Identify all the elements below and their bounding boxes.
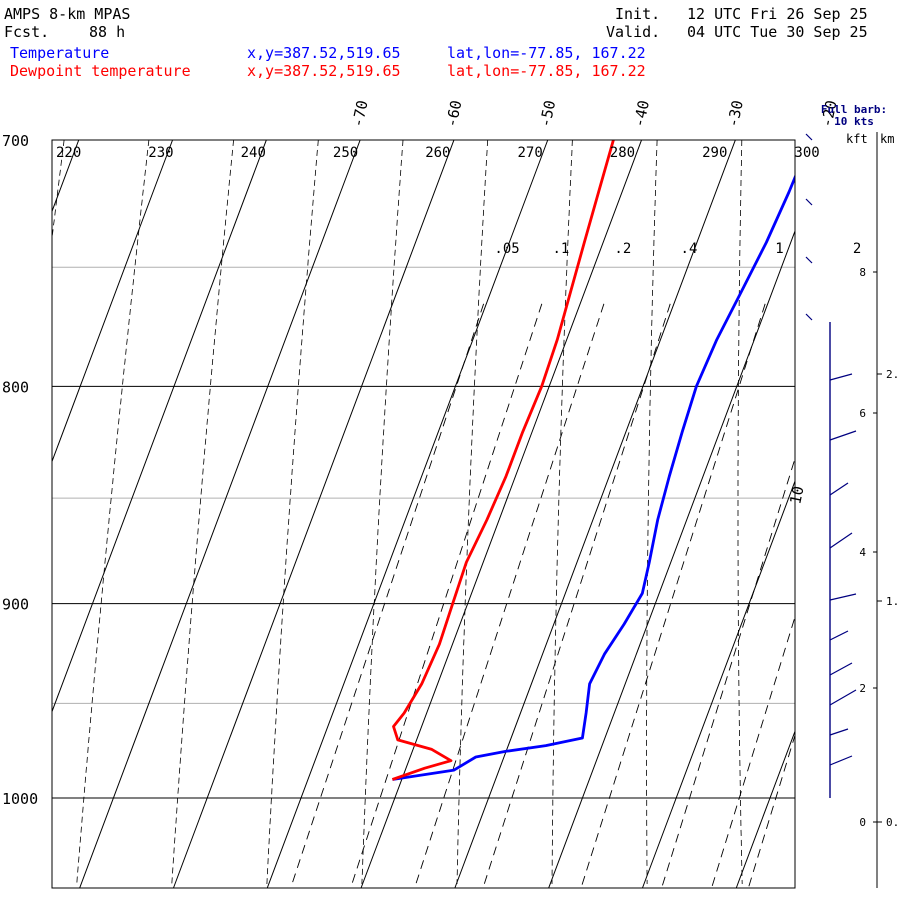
height-tick-km: 0. (886, 816, 899, 829)
isotherm (79, 140, 361, 888)
dry-adiabat (361, 140, 404, 885)
height-tick-kft: 8 (859, 266, 866, 279)
wind-barb (805, 313, 813, 321)
plot-frame (51, 139, 796, 889)
isotherm-label: -50 (536, 99, 559, 129)
mixing-ratio-line (350, 303, 543, 888)
dry-adiabat-label: 260 (425, 145, 450, 161)
dry-adiabat (551, 140, 573, 885)
forecast-hour-value: 88 h (89, 23, 126, 41)
dry-adiabat (646, 140, 658, 884)
dry-adiabat (456, 140, 489, 885)
height-tick-kft: 4 (859, 546, 866, 559)
wind-barb (829, 532, 853, 549)
isotherm (548, 229, 795, 888)
dry-adiabat (266, 140, 319, 885)
legend-temperature-xy: x,y=387.52,519.65 (247, 44, 401, 62)
wind-barb (829, 728, 849, 736)
mixing-ratio-line (661, 457, 795, 888)
forecast-hour-label: Fcst. (4, 23, 50, 41)
height-tick-kft: 0 (859, 816, 866, 829)
isotherm (52, 140, 267, 714)
wind-barb (829, 593, 857, 601)
isotherm (266, 140, 549, 888)
valid-value: 04 UTC Tue 30 Sep 25 (687, 23, 868, 41)
wind-barb (829, 373, 853, 381)
dry-adiabat-label: 270 (518, 145, 543, 161)
isotherm (360, 140, 643, 888)
height-tick-kft: 6 (859, 407, 866, 420)
wind-barb (829, 662, 853, 676)
isotherm-label: -30 (724, 99, 747, 129)
dry-adiabat (171, 140, 234, 885)
dry-adiabat-label: 290 (702, 145, 727, 161)
height-axis-kft-label: kft (846, 132, 868, 146)
wind-barb (829, 689, 857, 706)
dry-adiabat (76, 140, 150, 885)
wind-barb (805, 256, 813, 264)
barb-legend-value: 10 kts (834, 115, 874, 128)
init-value: 12 UTC Fri 26 Sep 25 (687, 5, 868, 23)
isotherm (830, 140, 900, 888)
pressure-tick-label: 900 (2, 596, 29, 614)
barb-legend-title: Full barb: (821, 103, 887, 116)
temperature-profile (392, 173, 795, 781)
isotherm-label: -40 (630, 99, 653, 129)
height-tick-km: 1. (886, 595, 899, 608)
legend-dewpoint-latlon: lat,lon=-77.85, 167.22 (447, 62, 646, 80)
wind-barb (829, 482, 849, 496)
dewpoint-profile (391, 140, 615, 781)
init-label: Init. (615, 5, 661, 23)
isotherm-label: 10 (786, 484, 807, 505)
height-tick-kft: 2 (859, 682, 866, 695)
wind-barb (829, 755, 853, 766)
isotherm (454, 140, 736, 888)
isotherm (52, 140, 174, 463)
wind-barb (829, 630, 849, 641)
dry-adiabat-label: 220 (56, 145, 81, 161)
dry-adiabat-label: 300 (794, 145, 819, 161)
wind-barb (805, 198, 813, 206)
mixing-ratio-label: .2 (614, 241, 631, 257)
height-tick-km: 2. (886, 368, 899, 381)
dry-adiabat (52, 140, 65, 242)
isotherm-label: -70 (348, 99, 371, 129)
dry-adiabat (826, 140, 837, 884)
legend-temperature-label: Temperature (10, 44, 110, 62)
mixing-ratio-label: 2 (853, 241, 861, 257)
model-title: AMPS 8-km MPAS (4, 5, 131, 23)
pressure-tick-label: 700 (2, 132, 29, 150)
valid-label: Valid. (606, 23, 661, 41)
isotherm-label: -20 (817, 99, 840, 129)
legend-dewpoint-label: Dewpoint temperature (10, 62, 191, 80)
wind-barb (805, 133, 813, 141)
mixing-ratio-label: .1 (552, 241, 569, 257)
height-axis-km-label: km (880, 132, 894, 146)
pressure-tick-label: 800 (2, 378, 29, 396)
mixing-ratio-label: 1 (775, 241, 783, 257)
isotherm (172, 140, 455, 888)
mixing-ratio-line (414, 303, 605, 888)
mixing-ratio-label: .05 (494, 241, 519, 257)
mixing-ratio-line (580, 303, 766, 888)
isotherm (641, 479, 795, 888)
isotherm (735, 729, 795, 888)
isotherm-label: -60 (442, 99, 465, 129)
dry-adiabat-label: 280 (610, 145, 635, 161)
dry-adiabat-label: 230 (148, 145, 173, 161)
isotherm (52, 140, 80, 213)
dry-adiabat-label: 240 (241, 145, 266, 161)
mixing-ratio-line (482, 303, 671, 888)
legend-temperature-latlon: lat,lon=-77.85, 167.22 (447, 44, 646, 62)
legend-dewpoint-xy: x,y=387.52,519.65 (247, 62, 401, 80)
mixing-ratio-line (290, 303, 485, 888)
dry-adiabat (737, 140, 743, 885)
wind-barb (829, 430, 857, 441)
mixing-ratio-label: .4 (681, 241, 698, 257)
dry-adiabat-label: 250 (333, 145, 358, 161)
pressure-tick-label: 1000 (2, 790, 38, 808)
